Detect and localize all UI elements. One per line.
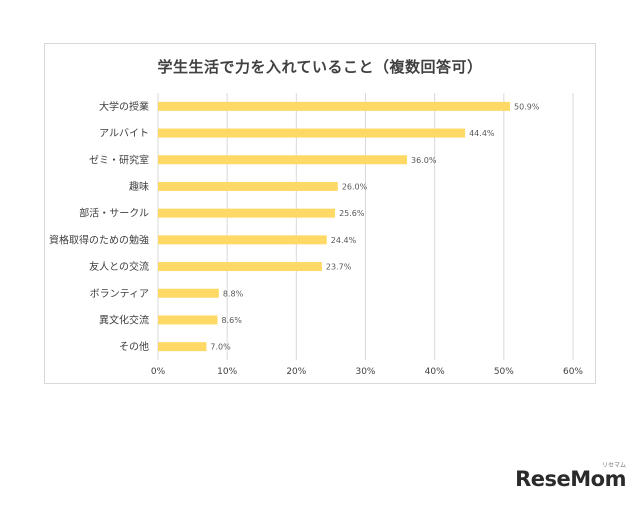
x-tick-label: 0% bbox=[151, 367, 166, 377]
data-label: 50.9% bbox=[514, 102, 540, 111]
category-label: 趣味 bbox=[129, 180, 149, 193]
data-label: 7.0% bbox=[210, 343, 231, 352]
resemom-logo: ReseMom リセマム bbox=[515, 462, 626, 493]
bar bbox=[158, 101, 511, 111]
category-label: 部活・サークル bbox=[79, 207, 149, 220]
bar bbox=[158, 208, 336, 218]
bar-chart: 0% 10% 20% 30% 40% 50% 60% 大学の授業 50.9% アルバイト 44.4%… bbox=[49, 93, 583, 377]
data-label: 25.6% bbox=[339, 209, 365, 218]
x-tick-label: 20% bbox=[286, 367, 306, 377]
logo-text: ReseMom bbox=[515, 467, 626, 491]
x-tick-label: 60% bbox=[563, 367, 583, 377]
data-label: 36.0% bbox=[411, 156, 437, 165]
bar bbox=[158, 235, 327, 245]
category-label: 資格取得のための勉強 bbox=[49, 233, 149, 246]
category-label: 大学の授業 bbox=[99, 100, 149, 113]
bar bbox=[158, 315, 218, 325]
bar bbox=[158, 288, 219, 298]
category-label: ボランティア bbox=[90, 288, 149, 300]
x-tick-label: 40% bbox=[425, 367, 445, 377]
category-label: その他 bbox=[119, 340, 149, 353]
data-label: 23.7% bbox=[326, 263, 352, 272]
bar bbox=[158, 128, 466, 138]
data-label: 8.8% bbox=[223, 289, 244, 298]
data-label: 8.6% bbox=[221, 316, 242, 325]
category-label: ゼミ・研究室 bbox=[89, 153, 149, 166]
data-label: 44.4% bbox=[469, 129, 495, 138]
x-tick-label: 30% bbox=[355, 367, 375, 377]
data-label: 26.0% bbox=[342, 182, 368, 191]
bar bbox=[158, 342, 207, 352]
x-tick-label: 50% bbox=[494, 367, 514, 377]
category-label: 異文化交流 bbox=[99, 313, 149, 326]
data-label: 24.4% bbox=[331, 236, 357, 245]
category-label: アルバイト bbox=[99, 128, 149, 140]
chart-frame: 学生生活で力を入れていること（複数回答可） 0% 10% 20% 30% 40% 50% 6… bbox=[44, 43, 596, 384]
x-tick-label: 10% bbox=[217, 367, 237, 377]
bar bbox=[158, 181, 338, 191]
category-label: 友人との交流 bbox=[89, 260, 149, 273]
logo-ruby: リセマム bbox=[601, 462, 626, 469]
chart-title: 学生生活で力を入れていること（複数回答可） bbox=[157, 58, 483, 76]
bar bbox=[158, 262, 322, 272]
bar bbox=[158, 155, 407, 165]
